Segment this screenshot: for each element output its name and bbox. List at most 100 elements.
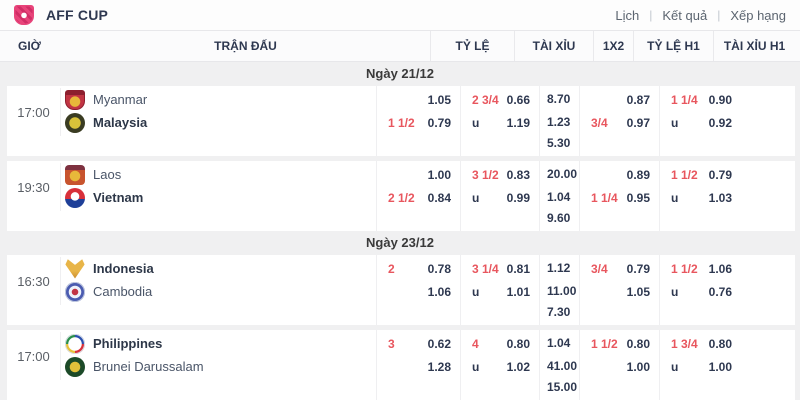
philippines-flag-icon [65,333,85,354]
over-h1-odds[interactable]: 1 1/4 0.90 [660,88,741,111]
1x2-home-odds[interactable]: 1.04 [547,336,571,350]
nav-link-schedule[interactable]: Lịch [615,7,640,23]
handicap-home-odds[interactable]: 1.00 [377,163,460,186]
match-row[interactable]: 16:30 Indonesia Cambodia 2 0.78 1.06 3 1… [7,255,795,325]
home-team-name: Indonesia [93,261,154,276]
over-under-cell: 3 1/4 0.81 u 1.01 [460,255,539,325]
1x2-away-odds[interactable]: 11.00 [547,284,577,298]
match-row[interactable]: 17:00 Philippines Brunei Darussalam 3 0.… [7,330,795,400]
under-h1-odds[interactable]: u 1.03 [660,186,741,209]
handicap-line: 2 [388,261,395,276]
1x2-draw-odds[interactable]: 7.30 [547,305,571,319]
1x2-away-odds[interactable]: 41.00 [547,359,578,373]
over-h1-odds[interactable]: 1 3/4 0.80 [660,332,741,355]
1x2-draw-odds[interactable]: 15.00 [547,380,578,394]
handicap-h1-away-odds[interactable]: 3/4 0.97 [580,111,659,134]
nav-link-standings[interactable]: Xếp hạng [730,7,786,23]
handicap-cell: 2 0.78 1.06 [376,255,460,325]
home-team[interactable]: Philippines [61,332,376,355]
1x2-draw-odds[interactable]: 5.30 [547,136,571,150]
match-time: 17:00 [7,332,61,380]
over-odds[interactable]: 2 3/4 0.66 [461,88,539,111]
handicap-h1-away-odds[interactable]: 1.05 [580,280,659,303]
1x2-home-odds[interactable]: 1.12 [547,261,571,275]
away-team-name: Cambodia [93,284,153,299]
odds-value: 1.01 [506,284,530,299]
over-odds[interactable]: 3 1/4 0.81 [461,257,539,280]
odds-value: 1.00 [626,359,650,374]
handicap-home-odds[interactable]: 2 0.78 [377,257,460,280]
col-header-time: GIỜ [18,39,41,53]
handicap-away-odds[interactable]: 1.06 [377,280,460,303]
handicap-h1-home-odds[interactable]: 0.89 [580,163,659,186]
away-team[interactable]: Brunei Darussalam [61,355,376,378]
handicap-line: 3/4 [591,115,608,130]
handicap-line: 3/4 [591,261,608,276]
total-line: 1 1/2 [671,167,698,182]
home-team-name: Philippines [93,336,163,351]
handicap-h1-home-odds[interactable]: 3/4 0.79 [580,257,659,280]
odds-value: 0.80 [708,336,732,351]
over-h1-odds[interactable]: 1 1/2 1.06 [660,257,741,280]
over-odds[interactable]: 4 0.80 [461,332,539,355]
over-odds[interactable]: 3 1/2 0.83 [461,163,539,186]
handicap-h1-home-odds[interactable]: 0.87 [580,88,659,111]
home-team[interactable]: Myanmar [61,88,376,111]
1x2-away-odds[interactable]: 1.04 [547,190,571,204]
odds-value: 0.78 [427,261,451,276]
odds-value: 0.90 [708,92,732,107]
topbar: AFF CUP Lịch | Kết quả | Xếp hạng [0,0,800,31]
under-h1-odds[interactable]: u 0.76 [660,280,741,303]
under-label: u [671,284,679,299]
under-odds[interactable]: u 1.01 [461,280,539,303]
handicap-away-odds[interactable]: 1.28 [377,355,460,378]
away-team[interactable]: Cambodia [61,280,376,303]
match-row[interactable]: 19:30 Laos Vietnam 1.00 2 1/2 0.84 3 1/2… [7,161,795,231]
odds-value: 0.97 [626,115,650,130]
handicap-h1-away-odds[interactable]: 1.00 [580,355,659,378]
over-h1-odds[interactable]: 1 1/2 0.79 [660,163,741,186]
1x2-away-odds[interactable]: 1.23 [547,115,571,129]
1x2-cell: 8.70 1.23 5.30 [539,86,579,156]
1x2-cell: 1.04 41.00 15.00 [539,330,579,400]
under-h1-odds[interactable]: u 1.00 [660,355,741,378]
handicap-cell: 3 0.62 1.28 [376,330,460,400]
odds-value: 0.76 [708,284,732,299]
under-odds[interactable]: u 0.99 [461,186,539,209]
away-team[interactable]: Malaysia [61,111,376,134]
odds-value: 0.83 [506,167,530,182]
over-under-h1-cell: 1 1/2 1.06 u 0.76 [659,255,741,325]
odds-value: 0.87 [626,92,650,107]
match-row[interactable]: 17:00 Myanmar Malaysia 1.05 1 1/2 0.79 2… [7,86,795,156]
home-team[interactable]: Laos [61,163,376,186]
match-time: 19:30 [7,163,61,211]
handicap-h1-home-odds[interactable]: 1 1/2 0.80 [580,332,659,355]
total-line: 3 1/4 [472,261,499,276]
odds-value: 1.05 [626,284,650,299]
match-teams: Indonesia Cambodia [61,255,376,325]
1x2-home-odds[interactable]: 8.70 [547,92,571,106]
col-header-1x2: 1X2 [593,31,633,61]
home-team[interactable]: Indonesia [61,257,376,280]
match-time: 16:30 [7,257,61,305]
handicap-h1-away-odds[interactable]: 1 1/4 0.95 [580,186,659,209]
1x2-home-odds[interactable]: 20.00 [547,167,578,181]
odds-value: 0.95 [626,190,650,205]
handicap-h1-cell: 1 1/2 0.80 1.00 [579,330,659,400]
home-team-name: Laos [93,167,122,182]
handicap-away-odds[interactable]: 1 1/2 0.79 [377,111,460,134]
under-label: u [472,190,480,205]
handicap-away-odds[interactable]: 2 1/2 0.84 [377,186,460,209]
under-odds[interactable]: u 1.02 [461,355,539,378]
handicap-home-odds[interactable]: 3 0.62 [377,332,460,355]
over-under-h1-cell: 1 1/4 0.90 u 0.92 [659,86,741,156]
total-line: 4 [472,336,479,351]
nav-link-results[interactable]: Kết quả [662,7,708,23]
handicap-line: 3 [388,336,395,351]
under-odds[interactable]: u 1.19 [461,111,539,134]
away-team[interactable]: Vietnam [61,186,376,209]
handicap-home-odds[interactable]: 1.05 [377,88,460,111]
match-teams: Laos Vietnam [61,161,376,231]
1x2-draw-odds[interactable]: 9.60 [547,211,571,225]
under-h1-odds[interactable]: u 0.92 [660,111,741,134]
